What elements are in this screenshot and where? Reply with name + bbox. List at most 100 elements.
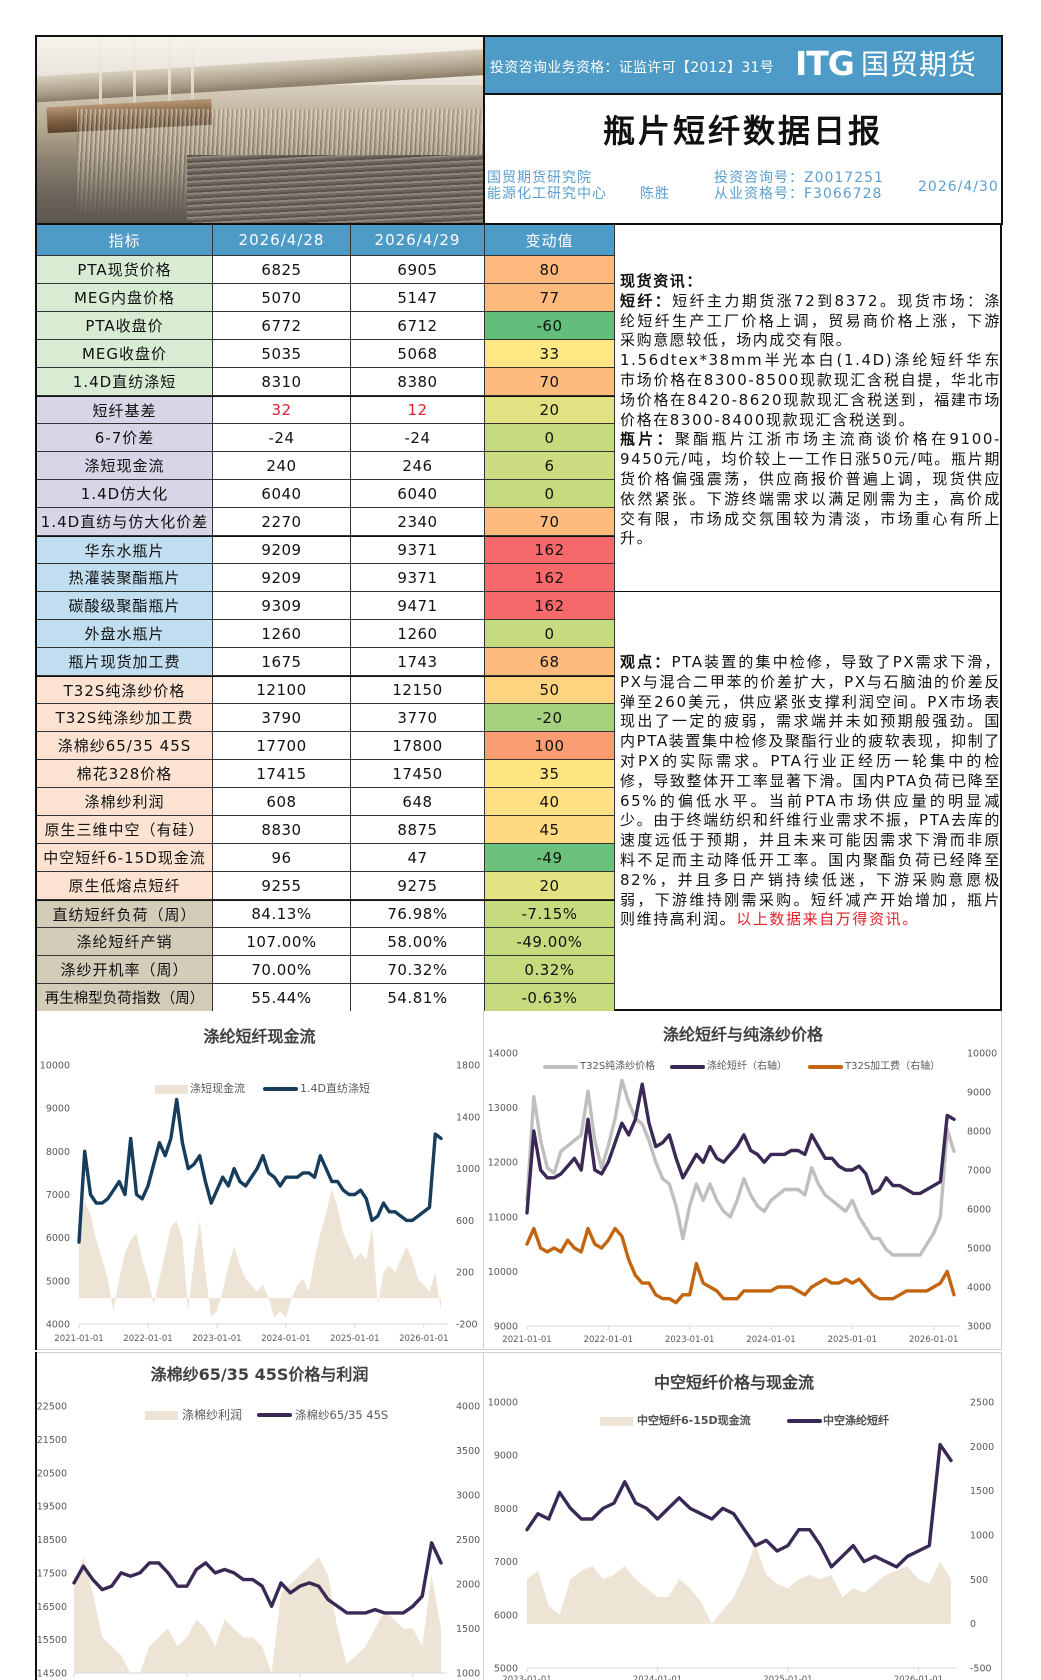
- value-prev-day: 8310: [213, 368, 351, 395]
- y-left-tick-label: 7000: [46, 1190, 70, 1201]
- y-right-tick-label: 500: [970, 1575, 988, 1586]
- y-left-tick-label: 5000: [46, 1276, 70, 1287]
- change-value: 80: [485, 256, 615, 283]
- spot-news-paragraph: 1.56dtex*38mm半光本白(1.4D)涤纶短纤华东市场价格在8300-8…: [620, 351, 1001, 430]
- legend-label: 涤棉纱利润: [182, 1408, 243, 1422]
- value-prev-day: 1260: [213, 620, 351, 647]
- table-row: 原生三维中空（有硅） 8830 8875 45: [37, 816, 615, 844]
- paragraph-text: PTA装置的集中检修，导致了PX需求下滑，PX与混合二甲苯的价差扩大，PX与石脑…: [620, 653, 1001, 929]
- x-axis-tick-label: 2024-01-01: [633, 1675, 682, 1680]
- indicator-name: 原生三维中空（有硅）: [44, 821, 205, 839]
- indicator-name-cell: 短纤基差: [37, 397, 213, 423]
- legend-swatch-line: [543, 1065, 578, 1069]
- legend-swatch-area: [155, 1085, 188, 1094]
- y-left-tick-label: 16500: [37, 1602, 67, 1613]
- value-prev-day: 96: [213, 844, 351, 871]
- y-left-tick-label: 10000: [40, 1061, 70, 1072]
- change-value: 20: [485, 872, 615, 899]
- value-prev-day: 9209: [213, 537, 351, 563]
- value-prev-day: 32: [213, 397, 351, 423]
- column-header-date-curr: 2026/4/29: [351, 225, 485, 255]
- x-axis-tick-label: 2025-01-01: [330, 1334, 379, 1344]
- indicator-name: 热灌装聚酯瓶片: [68, 569, 181, 587]
- chart-hollow-fiber-price-cashflow: 2023-01-01 2024-01-01 2025-01-01 2026-01-01…: [484, 1352, 1002, 1680]
- value-curr-day: 76.98%: [351, 901, 485, 927]
- indicator-name: 1.4D直纺与仿大化价差: [40, 513, 209, 531]
- report-date: 2026/4/30: [918, 179, 999, 195]
- y-left-tick-label: 5000: [494, 1664, 518, 1675]
- indicator-name: 1.4D直纺涤短: [72, 373, 177, 391]
- change-value: 35: [485, 760, 615, 787]
- legend-swatch-line: [263, 1087, 298, 1091]
- table-row: 原生低熔点短纤 9255 9275 20: [37, 872, 615, 900]
- value-prev-day: 9209: [213, 564, 351, 591]
- paragraph-text: 1.56dtex*38mm半光本白(1.4D)涤纶短纤华东市场价格在8300-8…: [620, 351, 1001, 429]
- value-curr-day: 8380: [351, 368, 485, 395]
- value-curr-day: 6905: [351, 256, 485, 283]
- company-logo-text: 国贸期货: [861, 48, 978, 81]
- value-curr-day: 9275: [351, 872, 485, 899]
- indicator-name-cell: T32S纯涤纱加工费: [37, 704, 213, 731]
- y-left-tick-label: 20500: [37, 1468, 67, 1479]
- value-curr-day: -24: [351, 424, 485, 451]
- change-value: 100: [485, 732, 615, 759]
- change-value: 0: [485, 480, 615, 507]
- value-curr-day: 9471: [351, 592, 485, 619]
- value-prev-day: 55.44%: [213, 984, 351, 1011]
- y-left-tick-label: 21500: [37, 1435, 67, 1446]
- loom-photo-string: [133, 37, 136, 107]
- y-left-tick-label: 8000: [46, 1147, 70, 1158]
- value-prev-day: 6825: [213, 256, 351, 283]
- y-right-tick-label: 1500: [970, 1486, 994, 1497]
- indicator-name-cell: 涤棉纱利润: [37, 788, 213, 815]
- spot-news-paragraph: 瓶片：聚酯瓶片江浙市场主流商谈价格在9100-9450元/吨，均价较上一工作日涨…: [620, 430, 1001, 549]
- value-curr-day: 1260: [351, 620, 485, 647]
- y-left-tick-label: 7000: [494, 1557, 518, 1568]
- indicator-name: 涤棉纱65/35 45S: [57, 737, 192, 755]
- change-value: 0: [485, 424, 615, 451]
- table-row: 6-7价差 -24 -24 0: [37, 424, 615, 452]
- y-right-tick-label: 5000: [967, 1244, 991, 1255]
- indicator-name-cell: 原生低熔点短纤: [37, 872, 213, 899]
- change-value: 162: [485, 564, 615, 591]
- paragraph-text: 短纤主力期货涨72到8372。现货市场：涤纶短纤生产工厂价格上调，贸易商价格上涨…: [620, 291, 1001, 350]
- value-curr-day: 47: [351, 844, 485, 871]
- loom-photo: [37, 37, 483, 223]
- indicator-name-cell: 1.4D直纺与仿大化价差: [37, 508, 213, 535]
- report-title: 瓶片短纤数据日报: [602, 112, 883, 150]
- x-axis-tick-label: 2026-01-01: [399, 1334, 448, 1344]
- indicator-name-cell: 1.4D仿大化: [37, 480, 213, 507]
- change-value: -49.00%: [485, 928, 615, 955]
- change-value: 70: [485, 368, 615, 395]
- divider: [615, 591, 1002, 592]
- x-axis-tick-label: 2022-01-01: [584, 1335, 633, 1345]
- y-left-tick-label: 4000: [46, 1320, 70, 1331]
- department-name: 能源化工研究中心: [487, 186, 607, 202]
- y-right-tick-label: 1000: [970, 1531, 994, 1542]
- value-curr-day: 17800: [351, 732, 485, 759]
- chart-tc-yarn-price-profit: 14500 15500 16500 17500 18500 19500 20500 21500…: [35, 1352, 484, 1680]
- indicator-name: 棉花328价格: [76, 765, 173, 783]
- value-prev-day: 9255: [213, 872, 351, 899]
- legend-label: 涤棉纱65/35 45S: [295, 1408, 389, 1422]
- x-axis-tick-label: 2026-01-01: [909, 1335, 958, 1345]
- value-prev-day: 17415: [213, 760, 351, 787]
- spot-news-section: 现货资讯： 短纤：短纤主力期货涨72到8372。现货市场：涤纶短纤生产工厂价格上…: [620, 272, 1001, 549]
- value-curr-day: 70.32%: [351, 956, 485, 983]
- indicator-name-cell: 碳酸级聚酯瓶片: [37, 592, 213, 619]
- source-note: 以上数据来自万得资讯。: [736, 910, 919, 929]
- indicator-name-cell: 涤纱开机率（周）: [37, 956, 213, 983]
- table-body: PTA现货价格 6825 6905 80 MEG内盘价格 5070 5147 77 PTA收盘价…: [37, 256, 615, 1012]
- value-prev-day: 3790: [213, 704, 351, 731]
- x-axis-tick-label: 2021-01-01: [502, 1335, 551, 1345]
- indicator-name: 直纺短纤负荷（周）: [52, 905, 197, 924]
- legend-swatch-line: [257, 1413, 292, 1417]
- table-row: 直纺短纤负荷（周） 84.13% 76.98% -7.15%: [37, 900, 615, 928]
- value-curr-day: 6040: [351, 480, 485, 507]
- y-right-tick-label: 8000: [967, 1127, 991, 1138]
- value-prev-day: 6040: [213, 480, 351, 507]
- value-curr-day: 648: [351, 788, 485, 815]
- y-left-tick-label: 8000: [494, 1504, 518, 1515]
- value-prev-day: 608: [213, 788, 351, 815]
- indicator-name: T32S纯涤纱加工费: [55, 709, 194, 727]
